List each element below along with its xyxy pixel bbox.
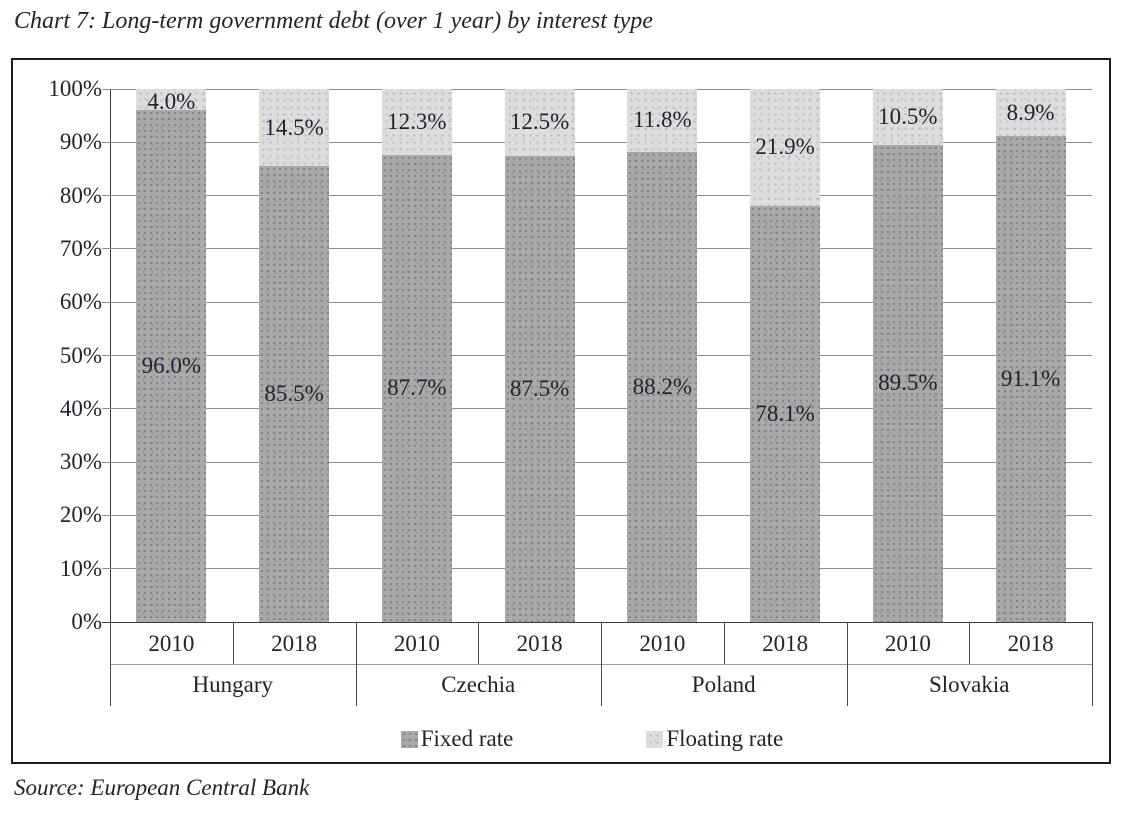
gridline-90%	[102, 141, 1092, 143]
bar-segment-fixed	[872, 144, 943, 622]
x-country-label: Czechia	[441, 672, 516, 697]
x-year-label: 2018	[1007, 631, 1054, 656]
y-tick-label: 80%	[59, 182, 102, 208]
gridline-10%	[102, 568, 1092, 570]
gridline-30%	[102, 461, 1092, 463]
data-label-fixed: 85.5%	[264, 381, 324, 407]
gridline-80%	[102, 195, 1092, 197]
y-tick-label: 50%	[59, 342, 102, 368]
legend-swatch-icon	[646, 730, 664, 748]
bar-Czechia-2018: 87.5% 12.5%	[504, 89, 575, 622]
legend: Fixed rate Floating rate	[44, 726, 1123, 752]
data-label-fixed: 96.0%	[141, 353, 202, 379]
chart-frame: 100% 90% 80% 70% 60% 50% 40% 30% 20% 10% 0% 96.0% 4…	[11, 58, 1111, 764]
gridline-100%	[102, 88, 1092, 90]
y-tick-label: 60%	[59, 289, 102, 315]
legend-item-floating-rate: Floating rate	[646, 726, 783, 752]
bar-Czechia-2010: 87.7% 12.3%	[381, 89, 452, 622]
y-tick-label: 100%	[48, 76, 102, 101]
data-label-floating: 8.9%	[1006, 99, 1055, 125]
data-label-floating: 12.3%	[387, 108, 447, 134]
bar-segment-fixed	[750, 205, 821, 622]
x-country-label: Hungary	[192, 672, 273, 697]
data-label-fixed: 78.1%	[755, 400, 815, 426]
bar-segment-floating	[627, 89, 698, 152]
data-label-floating: 4.0%	[147, 89, 196, 114]
y-tick-label: 30%	[59, 449, 102, 475]
data-label-fixed: 88.2%	[632, 373, 693, 399]
x-country-label: Slovakia	[929, 672, 1010, 697]
bar-segment-floating	[136, 89, 207, 111]
data-label-floating: 10.5%	[878, 103, 938, 129]
x-axis-group-separator	[355, 622, 357, 706]
bar-segment-floating	[259, 89, 330, 167]
chart-title: Chart 7: Long-term government debt (over…	[14, 8, 653, 34]
bar-segment-fixed	[504, 155, 575, 622]
x-axis-group-separator	[846, 622, 848, 706]
gridline-40%	[102, 408, 1092, 410]
data-label-fixed: 87.7%	[387, 375, 447, 401]
bar-segment-fixed	[627, 151, 698, 622]
bar-segment-floating	[750, 89, 821, 206]
bar-segment-floating	[381, 89, 452, 155]
data-label-floating: 12.5%	[509, 109, 570, 135]
gridline-60%	[102, 301, 1092, 303]
x-year-label: 2010	[148, 631, 195, 656]
x-year-label: 2018	[271, 631, 318, 656]
gridline-50%	[102, 355, 1092, 356]
legend-swatch-icon	[400, 730, 418, 748]
x-axis-year-separator	[478, 622, 480, 664]
data-label-fixed: 91.1%	[1000, 366, 1061, 392]
bar-segment-fixed	[136, 110, 207, 622]
bar-Poland-2018: 78.1% 21.9%	[750, 89, 821, 622]
gridline-70%	[102, 248, 1092, 250]
plot-area: 96.0% 4.0% 85.5% 14.5% 87.7% 12.3% 87.5% 12.5% 8…	[102, 88, 1092, 623]
legend-label: Fixed rate	[420, 726, 514, 751]
y-tick-label: 70%	[59, 235, 102, 261]
bar-Slovakia-2010: 89.5% 10.5%	[872, 89, 943, 622]
x-axis-group-separator	[601, 622, 602, 706]
x-axis-year-separator	[969, 622, 971, 664]
x-year-label: 2018	[762, 631, 809, 656]
x-year-label: 2010	[393, 631, 440, 656]
y-tick-label: 40%	[59, 395, 102, 421]
x-year-label: 2010	[884, 631, 931, 656]
x-axis-year-separator	[723, 622, 725, 664]
legend-label: Floating rate	[666, 726, 784, 751]
bar-segment-floating	[504, 89, 575, 156]
data-label-floating: 11.8%	[633, 107, 692, 133]
bar-segment-fixed	[259, 166, 330, 622]
bar-segment-fixed	[381, 154, 452, 622]
source-note: Source: European Central Bank	[14, 775, 310, 800]
y-tick-label: 10%	[59, 555, 102, 581]
bar-segment-fixed	[995, 136, 1066, 622]
x-year-label: 2010	[639, 631, 686, 656]
y-tick-label: 90%	[59, 129, 102, 155]
x-country-label: Poland	[691, 672, 756, 697]
bar-Hungary-2010: 96.0% 4.0%	[136, 89, 207, 622]
bar-Hungary-2018: 85.5% 14.5%	[259, 89, 330, 622]
x-axis-group-separator	[1092, 622, 1093, 706]
data-label-fixed: 89.5%	[878, 370, 938, 396]
bar-segment-floating	[872, 89, 943, 145]
y-tick-label: 20%	[59, 502, 102, 528]
legend-item-fixed-rate: Fixed rate	[400, 726, 514, 752]
x-axis-year-separator	[232, 622, 234, 664]
gridline-0%	[102, 621, 1092, 623]
gridline-20%	[102, 514, 1092, 516]
bar-Poland-2010: 88.2% 11.8%	[627, 89, 698, 622]
bar-Slovakia-2018: 91.1% 8.9%	[995, 89, 1066, 622]
x-axis-group-separator	[110, 622, 111, 706]
data-label-fixed: 87.5%	[509, 375, 570, 401]
data-label-floating: 14.5%	[264, 114, 324, 140]
data-label-floating: 21.9%	[755, 134, 815, 160]
y-tick-label: 0%	[71, 609, 102, 634]
bar-segment-floating	[995, 89, 1066, 137]
x-year-label: 2018	[516, 631, 563, 656]
